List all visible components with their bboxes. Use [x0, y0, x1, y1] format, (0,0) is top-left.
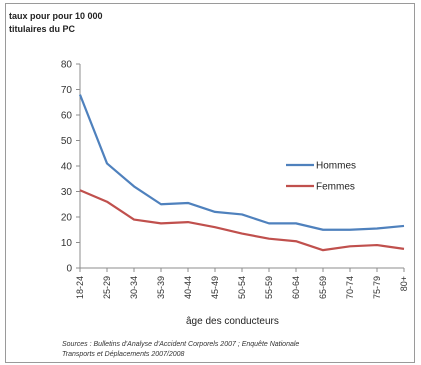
y-tick-label: 80 — [61, 60, 73, 71]
x-tick-label: 55-59 — [264, 276, 274, 299]
y-tick-label: 50 — [61, 136, 73, 147]
x-tick-label: 65-69 — [318, 276, 328, 299]
series-line-femmes — [79, 189, 405, 252]
y-axis-title-line-1: taux pour pour 10 000 — [9, 11, 103, 21]
y-tick-label: 40 — [61, 162, 73, 173]
x-tick-label: 60-64 — [291, 276, 301, 299]
x-tick-label: 50-54 — [237, 276, 247, 299]
source-note: Sources : Bulletins d'Analyse d'Accident… — [62, 340, 299, 360]
x-tick-label: 70-74 — [345, 276, 355, 299]
x-axis-title: âge des conducteurs — [186, 316, 279, 327]
x-tick-label: 18-24 — [75, 276, 85, 299]
x-tick-label: 30-34 — [129, 276, 139, 299]
y-axis-title: taux pour pour 10 000 titulaires du PC — [9, 10, 103, 36]
x-tick-label: 75-79 — [372, 276, 382, 299]
source-line-2: Transports et Déplacements 2007/2008 — [62, 351, 185, 358]
legend-label-hommes: Hommes — [316, 161, 356, 172]
x-tick-label: 80+ — [399, 276, 409, 291]
y-tick-label: 30 — [61, 187, 73, 198]
y-tick-label: 70 — [61, 85, 73, 96]
chart-frame — [5, 3, 415, 363]
x-tick-label: 25-29 — [102, 276, 112, 299]
y-tick-label: 20 — [61, 213, 73, 224]
legend-label-femmes: Femmes — [316, 182, 355, 193]
y-tick-label: 0 — [66, 264, 72, 275]
x-tick-label: 45-49 — [210, 276, 220, 299]
x-tick-label: 40-44 — [183, 276, 193, 299]
y-tick-label: 60 — [61, 111, 73, 122]
y-axis-title-line-2: titulaires du PC — [9, 24, 76, 34]
x-tick-label: 35-39 — [156, 276, 166, 299]
source-line-1: Sources : Bulletins d'Analyse d'Accident… — [62, 341, 300, 348]
y-tick-label: 10 — [61, 238, 73, 249]
